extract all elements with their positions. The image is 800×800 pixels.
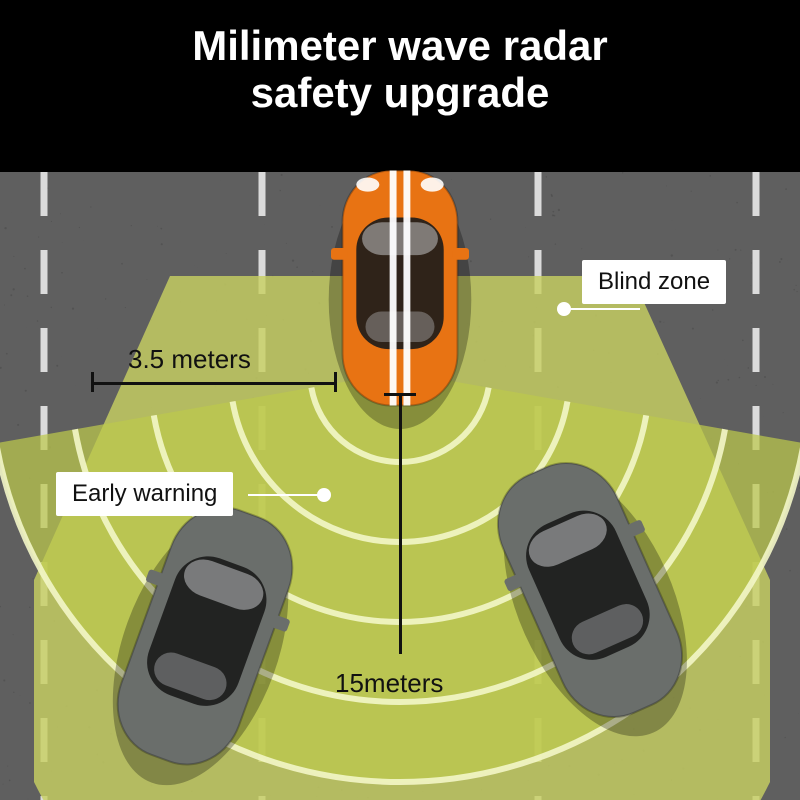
infographic-canvas: Milimeter wave radar safety upgrade Blin… <box>0 0 800 800</box>
depth-dimension-label: 15meters <box>335 668 443 699</box>
depth-dimension-text: 15meters <box>335 668 443 698</box>
heading-line2: safety upgrade <box>0 69 800 116</box>
early-warning-text: Early warning <box>72 480 217 507</box>
depth-dimension-line <box>399 394 402 654</box>
width-dimension-cap-left <box>91 372 94 392</box>
blind-zone-label: Blind zone <box>582 260 726 304</box>
early-warning-label: Early warning <box>56 472 233 516</box>
width-dimension-bar <box>92 382 336 385</box>
width-dimension-label: 3.5 meters <box>128 344 251 375</box>
width-dimension-text: 3.5 meters <box>128 344 251 374</box>
blind-zone-text: Blind zone <box>598 268 710 295</box>
width-dimension-cap-right <box>334 372 337 392</box>
early-warning-leader <box>248 494 324 496</box>
blind-zone-leader <box>564 308 640 310</box>
heading: Milimeter wave radar safety upgrade <box>0 22 800 116</box>
heading-line1: Milimeter wave radar <box>0 22 800 69</box>
early-warning-leader-dot <box>317 488 331 502</box>
blind-zone-leader-dot <box>557 302 571 316</box>
depth-dimension-topcap <box>384 393 416 396</box>
